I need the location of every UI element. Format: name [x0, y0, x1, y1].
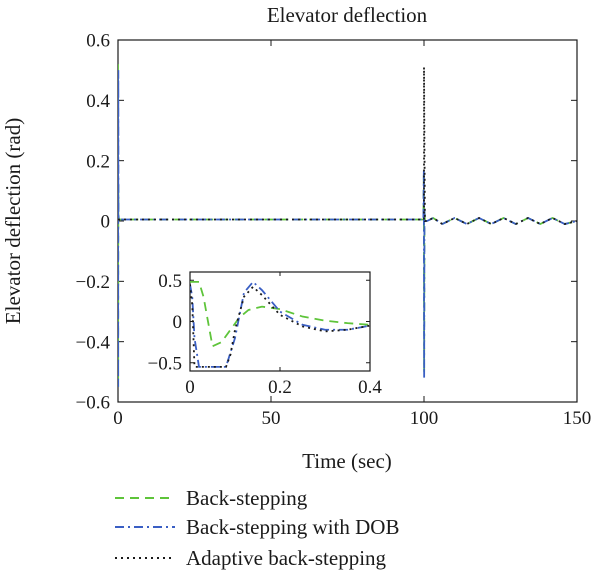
inset-x-tick-label: 0 [185, 377, 195, 398]
main-x-tick-label: 0 [113, 408, 123, 429]
x-axis-label: Time (sec) [302, 449, 392, 473]
legend-label: Back-stepping [186, 486, 308, 510]
inset-frame [189, 271, 371, 372]
legend-label: Back-stepping with DOB [186, 515, 399, 539]
main-series-line [118, 67, 577, 226]
main-y-tick-label: −0.2 [76, 272, 110, 293]
main-x-tick-label: 100 [410, 408, 439, 429]
legend-label: Adaptive back-stepping [186, 546, 387, 570]
inset-series-line [190, 284, 370, 368]
inset-plot-area: 0 0.2 0.40.50−0.5 [148, 271, 383, 398]
main-y-tick-label: 0.4 [86, 91, 110, 112]
main-y-tick-label: −0.4 [76, 332, 111, 353]
legend: Back-stepping Back-stepping with DOB Adapt… [115, 486, 399, 570]
inset-x-tick-label: 0.4 [358, 377, 382, 398]
main-x-tick-label: 50 [262, 408, 281, 429]
inset-y-tick-label: −0.5 [148, 353, 182, 374]
inset-y-tick-label: 0 [173, 312, 183, 333]
main-x-tick-label: 150 [563, 408, 592, 429]
chart-title: Elevator deflection [267, 3, 428, 27]
inset-series-line [190, 280, 370, 348]
inset-y-tick-label: 0.5 [158, 271, 182, 292]
inset-x-tick-label: 0.2 [268, 377, 292, 398]
y-axis-label: Elevator deflection (rad) [1, 118, 25, 324]
main-y-tick-label: 0 [101, 212, 111, 233]
main-y-tick-label: −0.6 [76, 393, 110, 414]
main-y-tick-label: 0.2 [86, 151, 110, 172]
main-y-tick-label: 0.6 [86, 31, 110, 52]
